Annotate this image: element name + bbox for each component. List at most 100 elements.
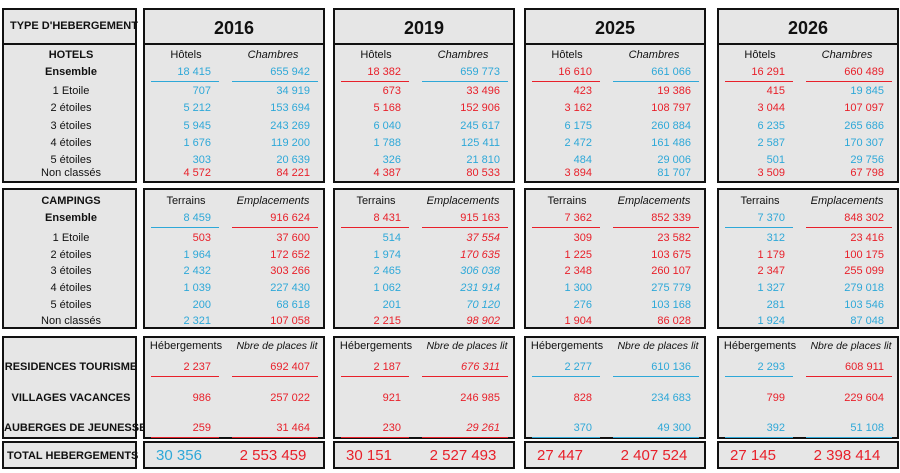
residences-label: RESIDENCES TOURISME (4, 361, 138, 373)
campings-row-label: 5 étoiles (50, 299, 92, 311)
value-cell: 484 (573, 154, 592, 166)
value-cell: 676 311 (461, 361, 500, 373)
value-cell: 257 022 (270, 392, 310, 404)
column-header: Terrains (356, 195, 396, 207)
value-cell: 260 107 (651, 265, 691, 277)
column-header: Hébergements (339, 340, 413, 352)
hotels-ensemble-label: Ensemble (45, 66, 97, 78)
value-cell: 2 465 (373, 265, 401, 277)
value-cell: 67 798 (850, 167, 884, 179)
value-cell: 916 624 (270, 212, 310, 224)
hotels-block: Hôtels Chambres 18 382 659 773 673 33 496 5 16… (333, 43, 515, 183)
underline-rule (151, 376, 219, 377)
underline-rule (341, 227, 409, 228)
value-cell: 200 (192, 299, 211, 311)
others-block: Hébergements Nbre de places lit 2 277 610 1… (524, 336, 706, 439)
value-cell: 172 652 (270, 249, 310, 261)
total-block: 27 447 2 407 524 (524, 441, 706, 469)
campings-title: CAMPINGS (41, 195, 101, 207)
underline-rule (422, 81, 508, 82)
value-cell: 1 676 (183, 137, 211, 149)
value-cell: 1 179 (757, 249, 785, 261)
value-cell: 107 097 (844, 102, 884, 114)
underline-rule (725, 227, 793, 228)
value-cell: 23 416 (850, 232, 884, 244)
value-cell: 3 894 (564, 167, 592, 179)
value-cell: 125 411 (461, 137, 500, 149)
value-cell: 7 362 (564, 212, 592, 224)
value-cell: 501 (766, 154, 785, 166)
underline-rule (725, 437, 793, 438)
year-title: 2016 (213, 18, 255, 38)
value-cell: 19 386 (657, 85, 691, 97)
value-cell: 234 683 (651, 392, 691, 404)
hotels-row-label: 5 étoiles (50, 154, 92, 166)
value-cell: 5 212 (183, 102, 211, 114)
underline-rule (532, 437, 600, 438)
campings-block: Terrains Emplacements 7 370 848 302 312 23 41… (717, 188, 899, 329)
underline-rule (341, 437, 409, 438)
value-cell: 170 307 (844, 137, 884, 149)
value-cell: 49 300 (657, 422, 691, 434)
value-cell: 8 459 (183, 212, 211, 224)
value-cell: 3 509 (757, 167, 785, 179)
hotels-row-label: Non classés (41, 167, 101, 179)
value-cell: 2 348 (564, 265, 592, 277)
total-value: 2 553 459 (239, 447, 307, 464)
value-cell: 29 261 (466, 422, 500, 434)
value-cell: 243 269 (270, 120, 310, 132)
label-total-box: TOTAL HEBERGEMENTS (2, 441, 139, 469)
total-label: TOTAL HEBERGEMENTS (7, 450, 139, 462)
underline-rule (725, 376, 793, 377)
value-cell: 7 370 (757, 212, 785, 224)
underline-rule (422, 227, 508, 228)
value-cell: 161 486 (651, 137, 691, 149)
value-cell: 170 635 (460, 249, 500, 261)
column-header: Chambres (247, 49, 299, 61)
value-cell: 103 168 (651, 299, 691, 311)
value-cell: 799 (766, 392, 785, 404)
value-cell: 2 277 (564, 361, 592, 373)
value-cell: 23 582 (657, 232, 691, 244)
campings-row-label: Non classés (41, 315, 101, 327)
column-header: Chambres (437, 49, 489, 61)
value-cell: 279 018 (844, 282, 884, 294)
value-cell: 108 797 (651, 102, 691, 114)
value-cell: 309 (573, 232, 592, 244)
campings-block: Terrains Emplacements 7 362 852 339 309 23 58… (524, 188, 706, 329)
underline-rule (806, 437, 892, 438)
value-cell: 68 618 (276, 299, 310, 311)
value-cell: 6 235 (757, 120, 785, 132)
underline-rule (532, 376, 600, 377)
value-cell: 281 (766, 299, 785, 311)
hotels-title: HOTELS (48, 49, 94, 61)
value-cell: 2 321 (183, 315, 211, 327)
value-cell: 503 (192, 232, 211, 244)
underline-rule (232, 437, 318, 438)
value-cell: 29 006 (657, 154, 691, 166)
column-header: Nbre de places lit (236, 340, 318, 352)
underline-rule (613, 437, 699, 438)
underline-rule (613, 227, 699, 228)
value-cell: 29 756 (850, 154, 884, 166)
total-value: 2 407 524 (620, 447, 688, 464)
column-header: Nbre de places lit (810, 340, 892, 352)
value-cell: 610 136 (651, 361, 691, 373)
value-cell: 19 845 (850, 85, 884, 97)
value-cell: 6 175 (564, 120, 592, 132)
value-cell: 37 554 (466, 232, 500, 244)
underline-rule (422, 437, 508, 438)
column-header: Terrains (166, 195, 206, 207)
value-cell: 2 215 (373, 315, 401, 327)
column-header: Chambres (628, 49, 680, 61)
value-cell: 152 906 (460, 102, 500, 114)
underline-rule (806, 376, 892, 377)
value-cell: 707 (192, 85, 211, 97)
value-cell: 852 339 (651, 212, 691, 224)
underline-rule (341, 376, 409, 377)
value-cell: 392 (766, 422, 785, 434)
value-cell: 660 489 (844, 66, 884, 78)
total-block: 30 356 2 553 459 (143, 441, 325, 469)
value-cell: 921 (382, 392, 401, 404)
others-block: Hébergements Nbre de places lit 2 237 692 4… (143, 336, 325, 439)
